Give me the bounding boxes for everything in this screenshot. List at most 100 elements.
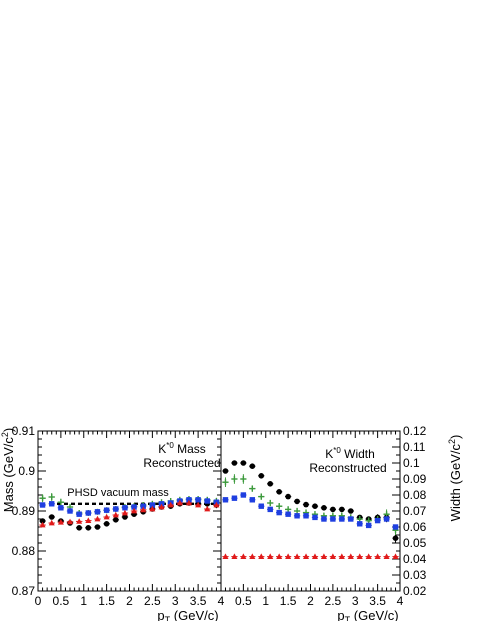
width-y-tick-label: 0.1 xyxy=(403,456,420,470)
mass-black-point xyxy=(122,514,128,520)
mass-blue-point xyxy=(149,502,156,508)
mass-red-point xyxy=(149,505,156,512)
mass-red-point xyxy=(176,499,183,506)
width-blue-point xyxy=(330,516,336,522)
mass-red-point xyxy=(94,515,101,522)
mass-y-tick-label: 0.87 xyxy=(12,584,36,598)
width-red-point xyxy=(303,553,310,559)
mass-red-point xyxy=(57,519,64,525)
width-black-point xyxy=(222,468,229,474)
width-panel-subtitle: Reconstructed xyxy=(309,461,386,475)
mass-x-tick-label: 3 xyxy=(172,594,179,608)
width-red-point xyxy=(329,553,336,559)
width-red-point xyxy=(258,553,265,559)
mass-black-point xyxy=(39,518,46,524)
width-black-point xyxy=(276,489,282,495)
width-blue-point xyxy=(303,513,309,519)
mass-x-tick-label: 2 xyxy=(126,594,133,608)
width-x-axis-title: pT (GeV/c) xyxy=(337,608,398,621)
width-x-tick-label: 2 xyxy=(307,594,314,608)
mass-panel-subtitle: Reconstructed xyxy=(143,456,220,470)
mass-x-tick-label: 0 xyxy=(35,594,42,608)
width-black-point xyxy=(285,493,291,500)
width-black-point xyxy=(267,481,274,487)
mass-red-point xyxy=(48,519,55,526)
width-blue-point xyxy=(392,524,399,530)
width-black-point xyxy=(347,508,354,514)
mass-red-point xyxy=(185,499,192,506)
mass-blue-point xyxy=(76,511,82,517)
mass-red-point xyxy=(85,517,92,523)
mass-red-point xyxy=(121,509,128,516)
mass-blue-point xyxy=(58,505,64,511)
width-black-point xyxy=(231,460,238,466)
width-red-point xyxy=(365,553,372,559)
width-blue-point xyxy=(294,513,300,519)
width-red-point xyxy=(320,553,327,559)
width-red-point xyxy=(392,553,399,559)
width-x-tick-label: 3.5 xyxy=(369,594,386,608)
mass-red-point xyxy=(131,507,138,514)
width-blue-point xyxy=(365,522,372,529)
width-red-point xyxy=(285,553,292,559)
width-y-axis-title: Width (GeV/c2) xyxy=(447,435,463,522)
width-x-tick-label: 1.5 xyxy=(280,594,297,608)
mass-blue-point xyxy=(140,503,146,509)
mass-blue-point xyxy=(67,508,73,514)
width-y-tick-label: 0.06 xyxy=(403,520,427,534)
width-red-point xyxy=(383,553,390,559)
width-y-tick-label: 0.08 xyxy=(403,488,427,502)
width-blue-point xyxy=(312,514,318,521)
width-blue-point xyxy=(267,506,273,513)
width-x-tick-label: 4 xyxy=(397,594,404,608)
width-black-point xyxy=(312,503,318,510)
width-y-tick-label: 0.07 xyxy=(403,504,427,518)
mass-black-point xyxy=(48,514,55,520)
width-blue-point xyxy=(339,516,345,522)
mass-x-tick-label: 0.5 xyxy=(53,594,70,608)
width-blue-point xyxy=(348,516,354,522)
mass-y-axis-title: Mass (GeV/c2) xyxy=(0,428,16,512)
width-blue-point xyxy=(374,517,381,524)
width-blue-point xyxy=(383,516,390,522)
width-black-point xyxy=(249,463,256,470)
mass-black-point xyxy=(85,525,92,531)
mass-black-point xyxy=(76,525,82,531)
mass-x-tick-label: 2.5 xyxy=(144,594,161,608)
width-red-point xyxy=(374,553,381,559)
width-red-point xyxy=(338,553,345,559)
width-blue-point xyxy=(249,497,256,503)
width-black-point xyxy=(321,505,327,511)
mass-x-tick-label: 3.5 xyxy=(190,594,207,608)
width-x-tick-label: 2.5 xyxy=(325,594,342,608)
mass-blue-point xyxy=(195,497,201,503)
vacuum-mass-label: PHSD vacuum mass xyxy=(67,487,169,499)
width-y-tick-label: 0.04 xyxy=(403,552,427,566)
mass-y-tick-label: 0.89 xyxy=(12,504,36,518)
width-blue-point xyxy=(258,503,264,509)
mass-blue-point xyxy=(39,502,46,508)
mass-black-point xyxy=(103,521,110,527)
width-blue-point xyxy=(321,516,327,522)
mass-blue-point xyxy=(186,497,192,503)
mass-x-tick-label: 1 xyxy=(80,594,87,608)
width-x-tick-label: 1 xyxy=(262,594,269,608)
mass-x-axis-title: pT (GeV/c) xyxy=(157,608,218,621)
mass-blue-point xyxy=(49,501,55,507)
width-red-point xyxy=(222,553,229,559)
width-y-tick-label: 0.09 xyxy=(403,472,427,486)
mass-red-point xyxy=(39,521,46,528)
mass-red-point xyxy=(67,518,74,525)
width-blue-point xyxy=(240,492,247,498)
width-red-point xyxy=(249,553,256,559)
width-blue-point xyxy=(357,521,363,527)
width-black-point xyxy=(258,473,265,479)
mass-red-point xyxy=(195,501,202,508)
width-blue-point xyxy=(276,509,282,516)
width-red-point xyxy=(294,553,301,559)
width-black-point xyxy=(303,501,309,508)
width-red-point xyxy=(347,553,354,559)
width-blue-point xyxy=(231,495,238,501)
mass-blue-point xyxy=(204,498,210,504)
mass-x-tick-label: 1.5 xyxy=(98,594,115,608)
